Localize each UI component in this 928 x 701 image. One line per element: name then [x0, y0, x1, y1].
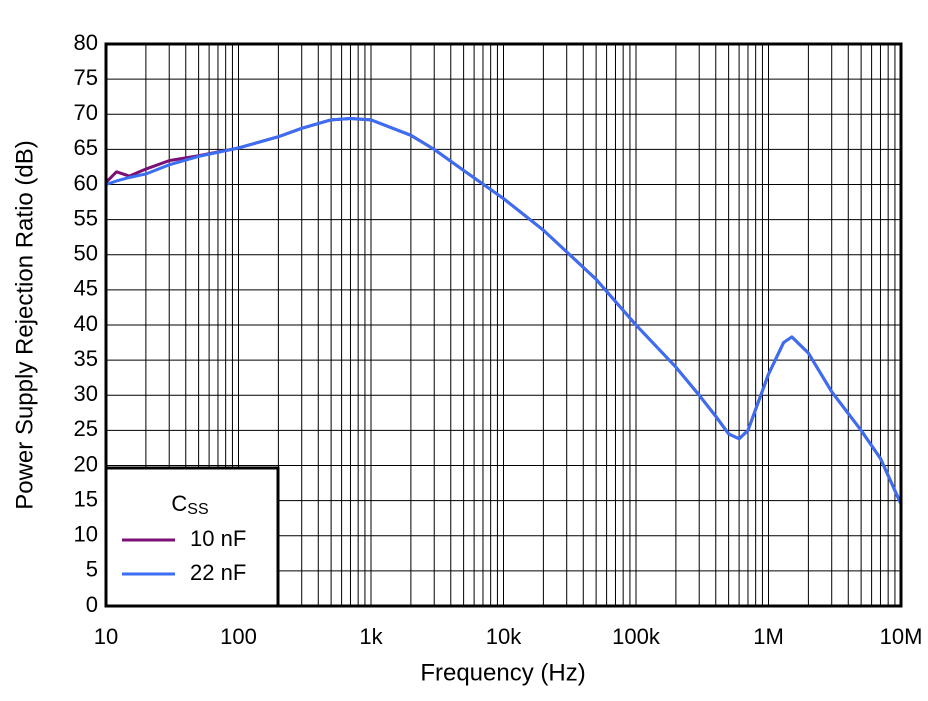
y-tick-label: 0: [86, 592, 98, 617]
legend-title-sub: SS: [187, 501, 208, 518]
y-tick-label: 30: [74, 381, 98, 406]
y-tick-label: 5: [86, 557, 98, 582]
plot-frame: [104, 42, 903, 608]
x-tick-label: 10k: [486, 624, 522, 649]
legend: CSS 10 nF 22 nF: [104, 466, 280, 608]
y-axis-label: Power Supply Rejection Ratio (dB): [11, 140, 38, 510]
y-tick-label: 60: [74, 170, 98, 195]
x-tick-label: 1M: [753, 624, 784, 649]
y-tick-label: 80: [74, 30, 98, 55]
x-tick-label: 10: [94, 624, 118, 649]
y-tick-label: 75: [74, 65, 98, 90]
y-tick-label: 50: [74, 241, 98, 266]
y-tick-label: 70: [74, 100, 98, 125]
y-tick-label: 40: [74, 311, 98, 336]
legend-title-main: C: [171, 491, 187, 516]
data-line: [105, 116, 903, 505]
y-tick-label: 35: [74, 346, 98, 371]
x-tick-label: 1k: [359, 624, 383, 649]
y-tick-label: 55: [74, 205, 98, 230]
x-tick-label: 100k: [612, 624, 661, 649]
legend-label: 10 nF: [190, 526, 246, 551]
legend-label: 22 nF: [190, 560, 246, 585]
y-tick-label: 10: [74, 522, 98, 547]
x-tick-label: 100: [220, 624, 257, 649]
y-tick-label: 25: [74, 416, 98, 441]
y-tick-label: 65: [74, 135, 98, 160]
x-axis-label: Frequency (Hz): [420, 659, 585, 686]
y-tick-label: 45: [74, 276, 98, 301]
y-tick-label: 15: [74, 486, 98, 511]
y-tick-label: 20: [74, 451, 98, 476]
legend-title: CSS: [171, 491, 208, 518]
x-tick-label: 10M: [880, 624, 923, 649]
legend-box: [104, 466, 280, 608]
